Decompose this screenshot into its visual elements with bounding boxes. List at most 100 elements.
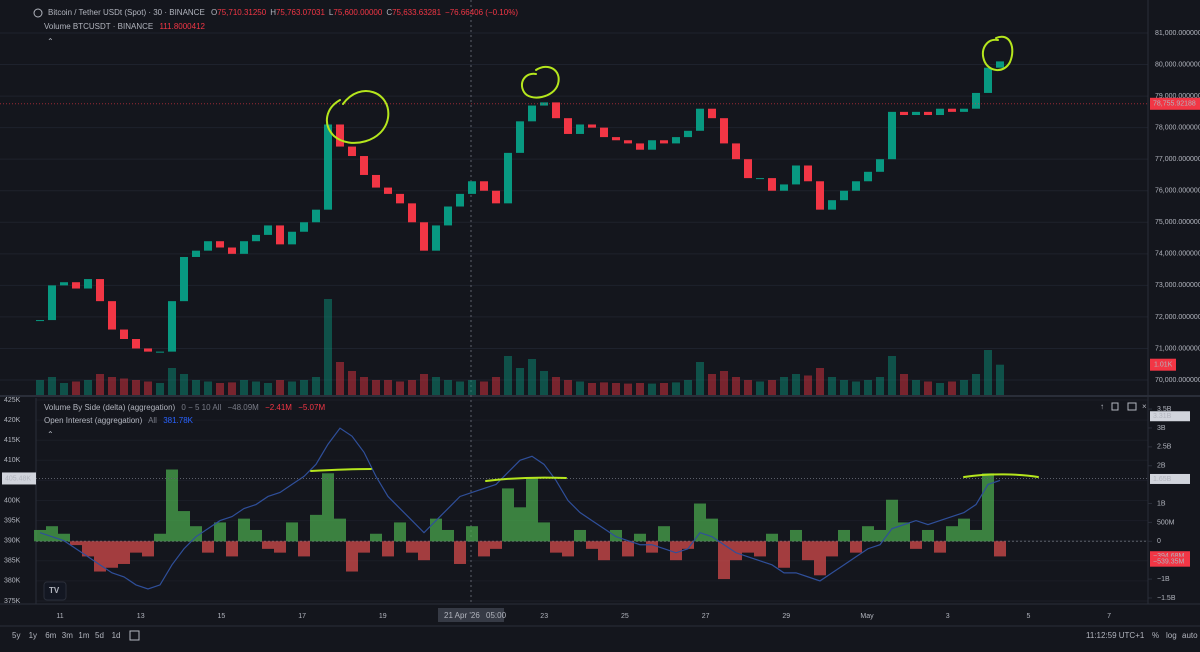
delta-bar xyxy=(586,541,598,549)
delta-bar xyxy=(310,514,322,542)
range-button[interactable]: 1y xyxy=(29,631,37,640)
candle xyxy=(888,111,896,160)
candle xyxy=(780,184,788,191)
right-tick-label: −1.5B xyxy=(1157,595,1176,602)
volume-bar xyxy=(504,356,512,395)
volume-bar xyxy=(348,371,356,395)
delta-bar xyxy=(622,541,634,557)
volume-bar xyxy=(192,380,200,395)
candle xyxy=(384,187,392,194)
close-button[interactable]: × xyxy=(1142,402,1147,411)
delta-bar xyxy=(202,541,214,553)
time-tick-label: 13 xyxy=(137,613,145,620)
volume-bar xyxy=(216,383,224,395)
collapse-button[interactable]: ⌃ xyxy=(47,37,54,46)
volume-bar xyxy=(108,377,116,395)
crosshair-date: 21 Apr '26 05:00 xyxy=(444,611,507,620)
volume-bar xyxy=(828,377,836,395)
percent-toggle[interactable]: % xyxy=(1152,631,1159,640)
delta-bar xyxy=(658,526,670,542)
volume-legend: Volume BTCUSDT · BINANCE 111.8000412 xyxy=(44,22,206,31)
candle xyxy=(936,108,944,116)
delta-badge-label: 1.65B xyxy=(1153,476,1172,483)
candle xyxy=(528,105,536,122)
date-range-button[interactable] xyxy=(129,630,140,641)
volume-bar xyxy=(84,380,92,395)
volume-badge xyxy=(1150,358,1176,371)
price-tick-label: 72,000.000000 xyxy=(1155,314,1200,321)
delta-bar xyxy=(958,518,970,542)
delta-bar xyxy=(694,503,706,542)
delta-bar xyxy=(478,541,490,557)
delete-button[interactable] xyxy=(1111,402,1119,411)
delta-badge xyxy=(1150,556,1190,567)
delta-bar xyxy=(730,541,742,561)
delta-readout: −2.41M xyxy=(265,403,292,412)
left-tick-label: 390K xyxy=(4,538,21,545)
log-toggle[interactable]: log xyxy=(1166,631,1177,640)
range-button[interactable]: 5d xyxy=(95,631,104,640)
volume-bar xyxy=(360,377,368,395)
range-button[interactable]: 3m xyxy=(62,631,73,640)
candle xyxy=(348,146,356,157)
logo xyxy=(43,581,67,601)
delta-bar xyxy=(394,522,406,542)
volume-bar xyxy=(552,377,560,395)
volume-bar xyxy=(672,382,680,395)
delta-bar xyxy=(610,529,622,542)
candle xyxy=(456,193,464,207)
candle xyxy=(252,234,260,242)
time-tick-label: 27 xyxy=(702,613,710,620)
annotation-line xyxy=(310,468,372,472)
collapse-button[interactable]: ⌃ xyxy=(47,430,54,439)
grid xyxy=(0,32,1152,602)
last-price-label: 78,755.92188 xyxy=(1153,101,1196,108)
ohlc-change: −76.66406 (−0.10%) xyxy=(445,8,518,17)
range-button[interactable]: 6m xyxy=(45,631,56,640)
candle xyxy=(288,231,296,245)
range-button[interactable]: 1m xyxy=(78,631,89,640)
volume-bar xyxy=(588,383,596,395)
auto-toggle[interactable]: auto xyxy=(1182,631,1198,640)
ohlc-value: 75,600.00000 xyxy=(333,8,382,17)
candle xyxy=(612,137,620,141)
candle xyxy=(216,241,224,248)
volume-bar xyxy=(384,380,392,395)
time-axis: 11 13 15 17 19 23 25 27 29 May 3 5 7 xyxy=(56,613,1111,620)
delta-bar xyxy=(538,522,550,542)
candle xyxy=(864,171,872,182)
candle xyxy=(828,200,836,210)
delta-bar xyxy=(130,541,142,553)
symbol-icon xyxy=(33,8,43,18)
volume-bar xyxy=(120,378,128,395)
delta-badge xyxy=(1150,411,1190,422)
range-button[interactable]: 1d xyxy=(112,631,121,640)
maximize-button[interactable] xyxy=(1127,402,1137,411)
candle xyxy=(732,143,740,160)
volume-bar xyxy=(492,377,500,395)
volume-bar xyxy=(420,374,428,395)
candle xyxy=(744,159,752,179)
candle xyxy=(132,339,140,349)
volume-bar xyxy=(240,380,248,395)
range-button[interactable]: 5y xyxy=(12,631,20,640)
marks xyxy=(0,61,1148,590)
clock: 11:12:59 UTC+1 xyxy=(1086,631,1145,640)
delta-bar xyxy=(346,541,358,572)
delta-bar xyxy=(118,541,130,564)
volume-bar xyxy=(780,377,788,395)
candle xyxy=(912,111,920,116)
logo-mark: TV xyxy=(49,586,60,595)
candle xyxy=(156,351,164,353)
price-tick-label: 76,000.000000 xyxy=(1155,188,1200,195)
delta-bar xyxy=(334,518,346,542)
right-tick-label: 3B xyxy=(1157,425,1166,432)
volume-bar xyxy=(408,380,416,395)
oi-badge xyxy=(2,472,36,485)
right-tick-label: 2B xyxy=(1157,463,1166,470)
move-up-button[interactable]: ↑ xyxy=(1100,402,1104,411)
candle xyxy=(240,241,248,254)
delta-badge-label: 3.31B xyxy=(1153,413,1172,420)
candle xyxy=(312,209,320,223)
